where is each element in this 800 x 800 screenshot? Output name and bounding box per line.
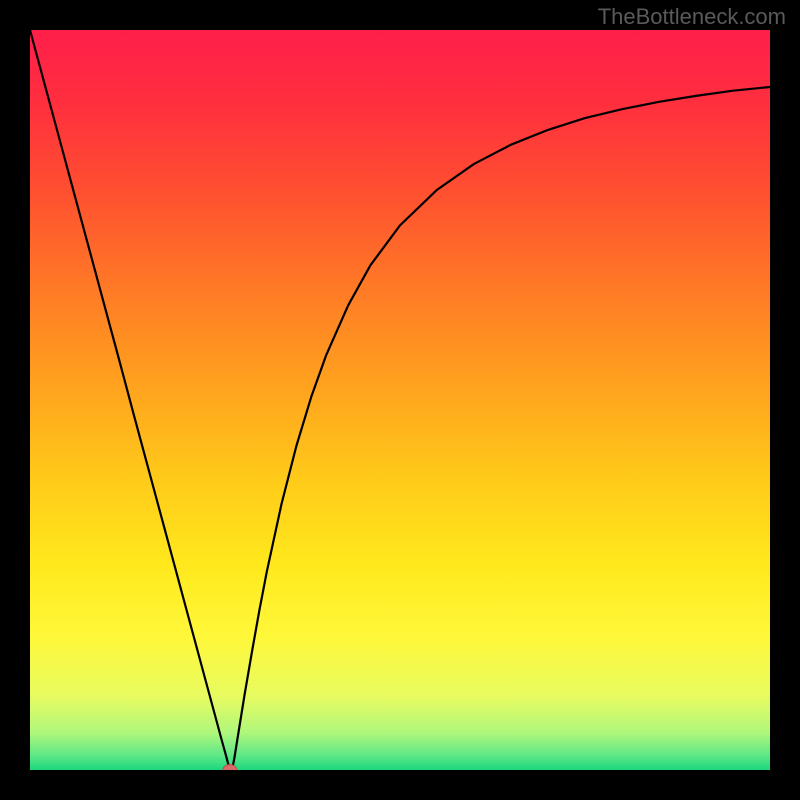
minimum-marker: [223, 765, 237, 771]
curve-layer: [30, 30, 770, 770]
bottleneck-curve: [30, 30, 770, 770]
watermark-text: TheBottleneck.com: [598, 4, 786, 30]
plot-area: [30, 30, 770, 770]
